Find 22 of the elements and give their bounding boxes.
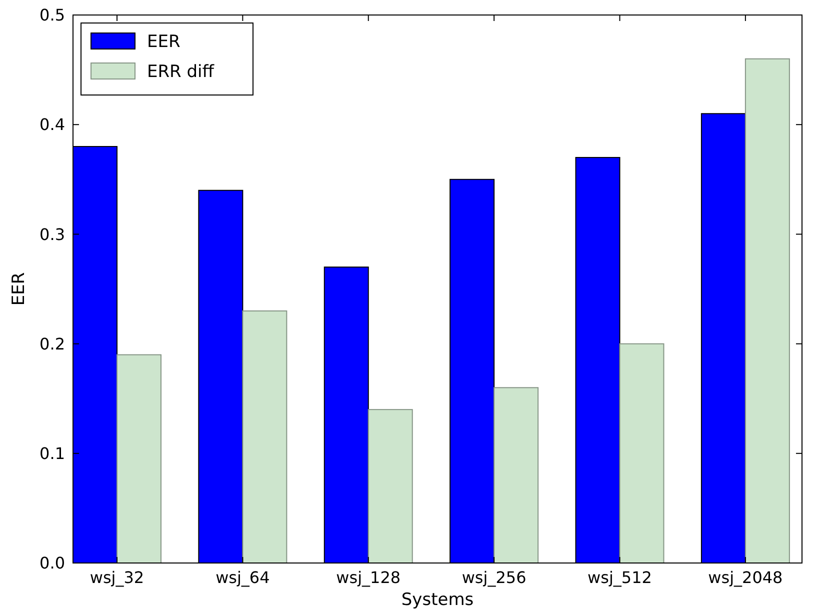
legend-label: ERR diff bbox=[147, 62, 216, 82]
bar bbox=[494, 387, 539, 564]
y-tick-label: 0.1 bbox=[40, 444, 65, 463]
y-tick-label: 0.3 bbox=[40, 224, 65, 244]
bar bbox=[242, 310, 288, 564]
x-tick-label: wsj_2048 bbox=[708, 568, 783, 587]
y-tick-label: 0.5 bbox=[40, 6, 65, 25]
y-tick-label: 0.4 bbox=[40, 115, 65, 134]
x-tick-label: wsj_256 bbox=[462, 568, 526, 587]
y-tick-label: 0.0 bbox=[40, 554, 65, 573]
y-axis-title: EER bbox=[9, 272, 29, 306]
x-tick-label: wsj_64 bbox=[216, 568, 270, 587]
bar bbox=[368, 409, 413, 564]
bar bbox=[116, 354, 162, 564]
bar bbox=[744, 58, 790, 564]
x-tick-label: wsj_512 bbox=[588, 568, 652, 587]
legend-label: EER bbox=[147, 32, 180, 52]
y-tick-label: 0.2 bbox=[40, 334, 65, 354]
x-axis-title: Systems bbox=[401, 590, 474, 610]
bar bbox=[619, 343, 664, 564]
x-tick-label: wsj_128 bbox=[336, 568, 401, 587]
x-tick-label: wsj_32 bbox=[90, 568, 144, 587]
